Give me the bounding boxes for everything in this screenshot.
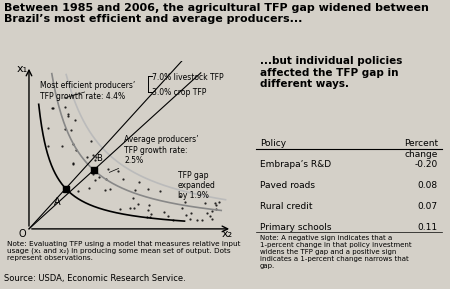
Text: -0.20: -0.20 [414,160,438,169]
Point [86,185,93,190]
Point [64,114,72,118]
Text: A: A [54,197,60,207]
Point [144,207,152,212]
Point [160,210,167,215]
Point [169,218,176,223]
Text: Source: USDA, Economic Research Service.: Source: USDA, Economic Research Service. [4,274,186,283]
Text: 0.07: 0.07 [418,202,438,211]
Point [91,177,99,182]
Point [135,180,143,184]
Text: Policy: Policy [260,139,286,149]
Point [87,139,94,143]
Point [212,203,219,207]
Point [187,211,194,216]
Text: B: B [96,154,102,163]
Point [147,212,154,216]
Text: O: O [19,229,26,239]
Text: Rural credit: Rural credit [260,202,312,211]
Point [67,127,74,132]
Point [126,206,133,210]
Point [62,126,69,131]
Point [209,216,216,221]
Text: 7.0% livestock TFP: 7.0% livestock TFP [152,73,224,82]
Point [187,216,194,221]
Point [107,187,114,191]
Text: 3.0% crop TFP: 3.0% crop TFP [152,88,207,97]
Point [145,187,152,191]
Point [144,214,151,219]
Point [177,194,184,198]
Point [75,189,82,194]
Text: Note: A negative sign indicates that a
1-percent change in that policy investmen: Note: A negative sign indicates that a 1… [260,235,411,269]
Point [201,201,208,205]
Point [91,158,99,162]
Point [215,199,222,204]
Text: 0.08: 0.08 [418,181,438,190]
Point [194,218,201,223]
Point [50,105,57,110]
Point [183,212,190,217]
Point [89,172,96,176]
Point [146,214,153,219]
Point [104,167,111,171]
Point [115,168,122,173]
Text: x₁: x₁ [17,64,28,74]
Point [157,189,164,193]
Point [62,104,69,109]
Text: Primary schools: Primary schools [260,223,331,232]
Point [72,148,80,152]
Point [45,126,52,130]
Point [182,200,189,205]
Point [165,214,172,219]
Point [131,188,139,193]
Text: Most efficient producers’
TFP growth rate: 4.4%: Most efficient producers’ TFP growth rat… [40,81,135,101]
Point [198,218,206,222]
Point [101,188,108,192]
Text: x₂: x₂ [222,229,233,239]
Point [95,174,103,179]
Text: Paved roads: Paved roads [260,181,315,190]
Point [103,177,110,181]
Point [48,105,55,110]
Point [116,207,123,212]
Point [64,112,72,116]
Text: ...but individual policies
affected the TFP gap in
different ways.: ...but individual policies affected the … [260,56,402,89]
Text: Percent
change: Percent change [404,139,438,159]
Point [212,200,219,205]
Text: TFP gap
expanded
by 1.9%: TFP gap expanded by 1.9% [178,171,216,201]
Point [119,177,126,181]
Text: Note: Evaluating TFP using a model that measures relative input
usage (x₁ and x₂: Note: Evaluating TFP using a model that … [7,240,240,261]
Point [203,210,211,215]
Point [69,162,76,166]
Point [130,206,138,210]
Point [135,201,142,206]
Text: 0.11: 0.11 [418,223,438,232]
Text: Embrapa’s R&D: Embrapa’s R&D [260,160,331,169]
Text: Between 1985 and 2006, the agricultural TFP gap widened between
Brazil’s most ef: Between 1985 and 2006, the agricultural … [4,3,429,24]
Point [69,161,76,165]
Point [207,213,214,218]
Point [93,154,100,159]
Point [208,209,216,214]
Point [145,203,153,208]
Point [83,155,90,159]
Point [179,205,186,210]
Point [212,207,219,212]
Text: Average producers’
TFP growth rate:
2.5%: Average producers’ TFP growth rate: 2.5% [109,135,198,173]
Point [72,117,79,122]
Point [130,196,137,201]
Point [70,142,77,146]
Point [45,144,52,148]
Point [58,143,66,148]
Point [89,153,96,158]
